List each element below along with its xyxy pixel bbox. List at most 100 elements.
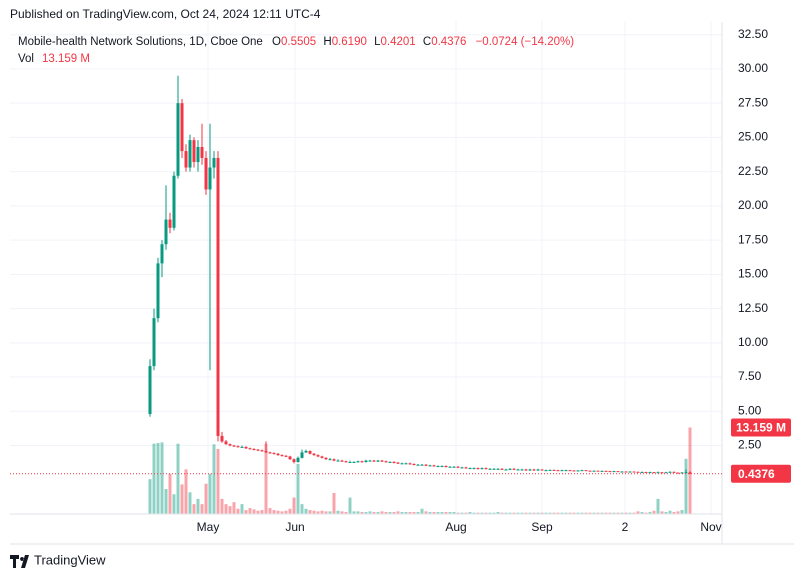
volume-bar [164, 489, 168, 514]
volume-bar [532, 512, 536, 514]
candle-body [332, 459, 336, 461]
legend-key: C [423, 36, 431, 48]
candle-body [460, 467, 464, 469]
candle-body [300, 452, 304, 458]
candle-body [516, 469, 520, 471]
candle-body [664, 472, 668, 474]
volume-bar [408, 512, 412, 514]
volume-bar [328, 511, 332, 514]
candle-body [636, 471, 640, 473]
candle-body [340, 460, 344, 462]
y-tick-label: 32.50 [738, 27, 768, 41]
y-tick-label: 20.00 [738, 198, 768, 212]
logo [10, 555, 29, 568]
volume-bar [556, 512, 560, 514]
volume-bar [340, 511, 344, 514]
brand: TradingView [10, 552, 106, 568]
candle-body [312, 453, 316, 456]
candle-body [496, 468, 500, 470]
candle-body [256, 449, 260, 451]
candle-body [632, 471, 636, 473]
volume-bar [276, 510, 280, 514]
volume-bar [664, 512, 668, 514]
volume-bar [460, 512, 464, 514]
volume-bar [284, 510, 288, 514]
candle-body [304, 451, 308, 453]
volume-bar [332, 492, 336, 514]
candle-body [584, 470, 588, 472]
candle-body [596, 470, 600, 472]
candle-body [504, 469, 508, 471]
candle-body [276, 453, 280, 456]
volume-bar [156, 443, 160, 514]
y-tick-label: 2.50 [738, 438, 762, 452]
candle-body [184, 151, 188, 168]
volume-bar [400, 512, 404, 514]
volume-bar [304, 508, 308, 514]
volume-bar [308, 510, 312, 514]
volume-bar [608, 512, 612, 514]
legend-value: 0.6190 [332, 36, 367, 48]
volume-bar [464, 512, 468, 514]
candle-body [588, 470, 592, 472]
candle-body [572, 470, 576, 472]
volume-bar [280, 511, 284, 514]
volume-bar [260, 510, 264, 514]
volume-bar [324, 511, 328, 514]
legend-value: 0.4376 [431, 36, 466, 48]
volume-bar [668, 510, 672, 514]
x-tick-label: May [197, 520, 220, 534]
candle-body [292, 459, 296, 462]
candle-body [328, 459, 332, 461]
candle-body [228, 444, 232, 446]
candle-body [580, 470, 584, 472]
volume-bar [520, 512, 524, 514]
candle-body [392, 461, 396, 463]
volume-bar [244, 510, 248, 514]
volume-bar [196, 498, 200, 514]
candle-body [188, 140, 192, 168]
volume-bar [504, 512, 508, 514]
candle-body [544, 470, 548, 472]
candle-body [524, 469, 528, 471]
volume-bar [600, 512, 604, 514]
candles [148, 75, 692, 475]
candle-body [232, 445, 236, 447]
candle-body [620, 471, 624, 473]
volume-bar [688, 427, 692, 514]
volume-pane [148, 427, 692, 514]
candle-body [688, 472, 692, 474]
volume-title: Vol [18, 53, 34, 65]
x-tick-label: Nov [700, 520, 721, 534]
volume-bar [588, 512, 592, 514]
candle-body [408, 463, 412, 465]
volume-bar [432, 512, 436, 514]
candle-body [684, 472, 688, 474]
candle-body [404, 463, 408, 465]
candle-body [364, 460, 368, 462]
volume-bar [616, 512, 620, 514]
volume-bar [604, 512, 608, 514]
candle-body [540, 469, 544, 471]
legend-key: L [374, 36, 381, 48]
volume-bar [256, 510, 260, 514]
candle-body [508, 468, 512, 470]
candle-body [220, 435, 224, 442]
legend-value: 0.5505 [281, 36, 316, 48]
volume-bar [444, 512, 448, 514]
candle-body [436, 466, 440, 468]
volume-bar [224, 504, 228, 514]
candle-body [200, 146, 204, 158]
candle-body [492, 468, 496, 470]
candle-body [672, 471, 676, 473]
volume-bar [344, 512, 348, 514]
volume-bar [392, 512, 396, 514]
volume-bar [672, 512, 676, 514]
volume-bar [496, 512, 500, 514]
volume-bar [320, 510, 324, 514]
volume-bar [548, 512, 552, 514]
candle-body [648, 472, 652, 474]
volume-bar [180, 484, 184, 514]
volume-bar [680, 510, 684, 514]
